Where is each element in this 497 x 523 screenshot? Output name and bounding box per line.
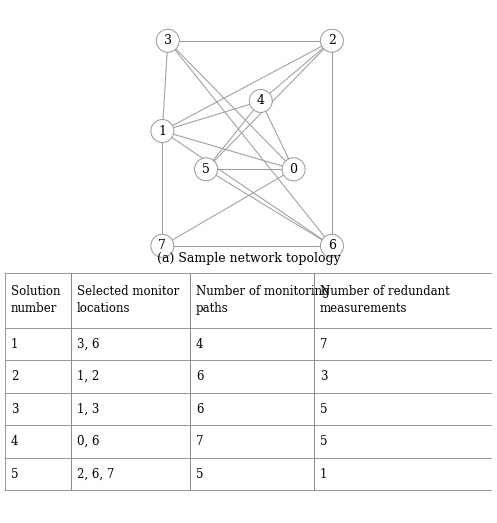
Circle shape: [151, 234, 174, 257]
Text: 7: 7: [320, 337, 328, 350]
Text: 6: 6: [196, 403, 203, 415]
Circle shape: [151, 120, 174, 142]
Text: 4: 4: [11, 435, 18, 448]
Text: 5: 5: [320, 403, 328, 415]
Text: 2, 6, 7: 2, 6, 7: [77, 468, 114, 481]
Text: Selected monitor
locations: Selected monitor locations: [77, 285, 179, 315]
Text: 2: 2: [328, 35, 336, 47]
Text: Number of redundant
measurements: Number of redundant measurements: [320, 285, 450, 315]
Text: 4: 4: [257, 95, 265, 107]
Text: (a) Sample network topology: (a) Sample network topology: [157, 252, 340, 265]
Text: Number of monitoring
paths: Number of monitoring paths: [196, 285, 330, 315]
Text: 0, 6: 0, 6: [77, 435, 99, 448]
Text: 3: 3: [320, 370, 328, 383]
Text: 0: 0: [290, 163, 298, 176]
Text: 1, 3: 1, 3: [77, 403, 99, 415]
Text: 5: 5: [11, 468, 18, 481]
Text: 5: 5: [320, 435, 328, 448]
Text: 4: 4: [196, 337, 203, 350]
Circle shape: [321, 234, 343, 257]
Text: 1: 1: [11, 337, 18, 350]
Circle shape: [195, 158, 218, 181]
Circle shape: [321, 29, 343, 52]
Text: 5: 5: [196, 468, 203, 481]
Text: 1: 1: [320, 468, 328, 481]
Text: 5: 5: [202, 163, 210, 176]
Text: 1: 1: [159, 124, 166, 138]
Text: 3, 6: 3, 6: [77, 337, 99, 350]
Circle shape: [157, 29, 179, 52]
Text: 3: 3: [11, 403, 18, 415]
Circle shape: [282, 158, 305, 181]
Text: 1, 2: 1, 2: [77, 370, 99, 383]
Text: 7: 7: [159, 240, 166, 253]
Text: 3: 3: [164, 35, 172, 47]
Circle shape: [249, 89, 272, 112]
Text: 6: 6: [328, 240, 336, 253]
Text: Solution
number: Solution number: [11, 285, 60, 315]
Text: 7: 7: [196, 435, 203, 448]
Text: 2: 2: [11, 370, 18, 383]
Text: 6: 6: [196, 370, 203, 383]
